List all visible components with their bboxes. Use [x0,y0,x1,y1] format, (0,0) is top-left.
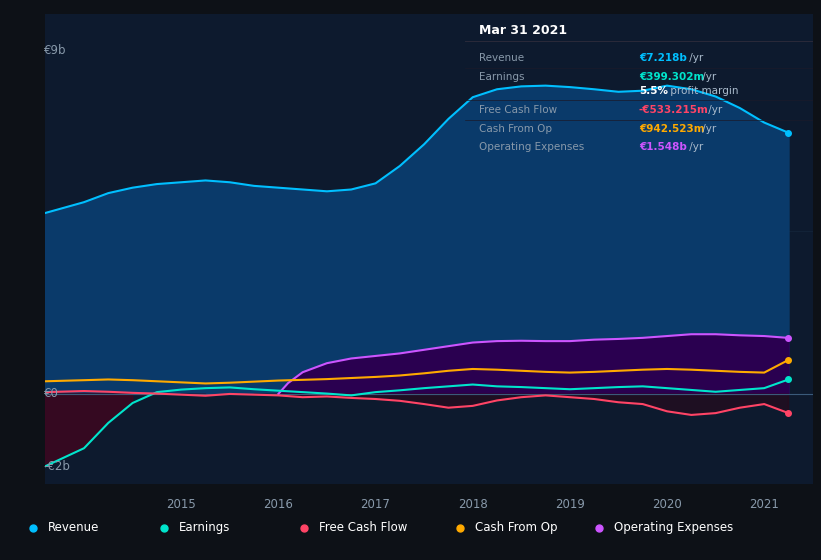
Text: 5.5%: 5.5% [639,86,667,96]
Text: -€2b: -€2b [44,460,71,473]
Text: €7.218b: €7.218b [639,53,686,63]
Text: Earnings: Earnings [179,521,231,534]
Text: Earnings: Earnings [479,72,524,82]
Text: /yr: /yr [699,72,716,82]
Text: 2017: 2017 [360,498,391,511]
Text: €399.302m: €399.302m [639,72,704,82]
Text: /yr: /yr [686,53,704,63]
Text: Free Cash Flow: Free Cash Flow [319,521,407,534]
Text: 2016: 2016 [264,498,293,511]
Text: Free Cash Flow: Free Cash Flow [479,105,557,115]
Text: 2015: 2015 [167,498,196,511]
Text: 2018: 2018 [458,498,488,511]
Text: /yr: /yr [699,124,716,134]
Text: /yr: /yr [705,105,722,115]
Text: Cash From Op: Cash From Op [475,521,557,534]
Text: Operating Expenses: Operating Expenses [614,521,733,534]
Text: Mar 31 2021: Mar 31 2021 [479,24,566,36]
Text: -€533.215m: -€533.215m [639,105,709,115]
Text: profit margin: profit margin [667,86,739,96]
Text: €1.548b: €1.548b [639,142,686,152]
Text: Revenue: Revenue [479,53,524,63]
Text: /yr: /yr [686,142,704,152]
Text: Revenue: Revenue [48,521,99,534]
Text: 2021: 2021 [750,498,779,511]
Text: €0: €0 [44,388,58,400]
Text: €942.523m: €942.523m [639,124,704,134]
Text: 2019: 2019 [555,498,585,511]
Text: 2020: 2020 [652,498,682,511]
Text: Cash From Op: Cash From Op [479,124,552,134]
Text: Operating Expenses: Operating Expenses [479,142,584,152]
Text: €9b: €9b [44,44,66,57]
